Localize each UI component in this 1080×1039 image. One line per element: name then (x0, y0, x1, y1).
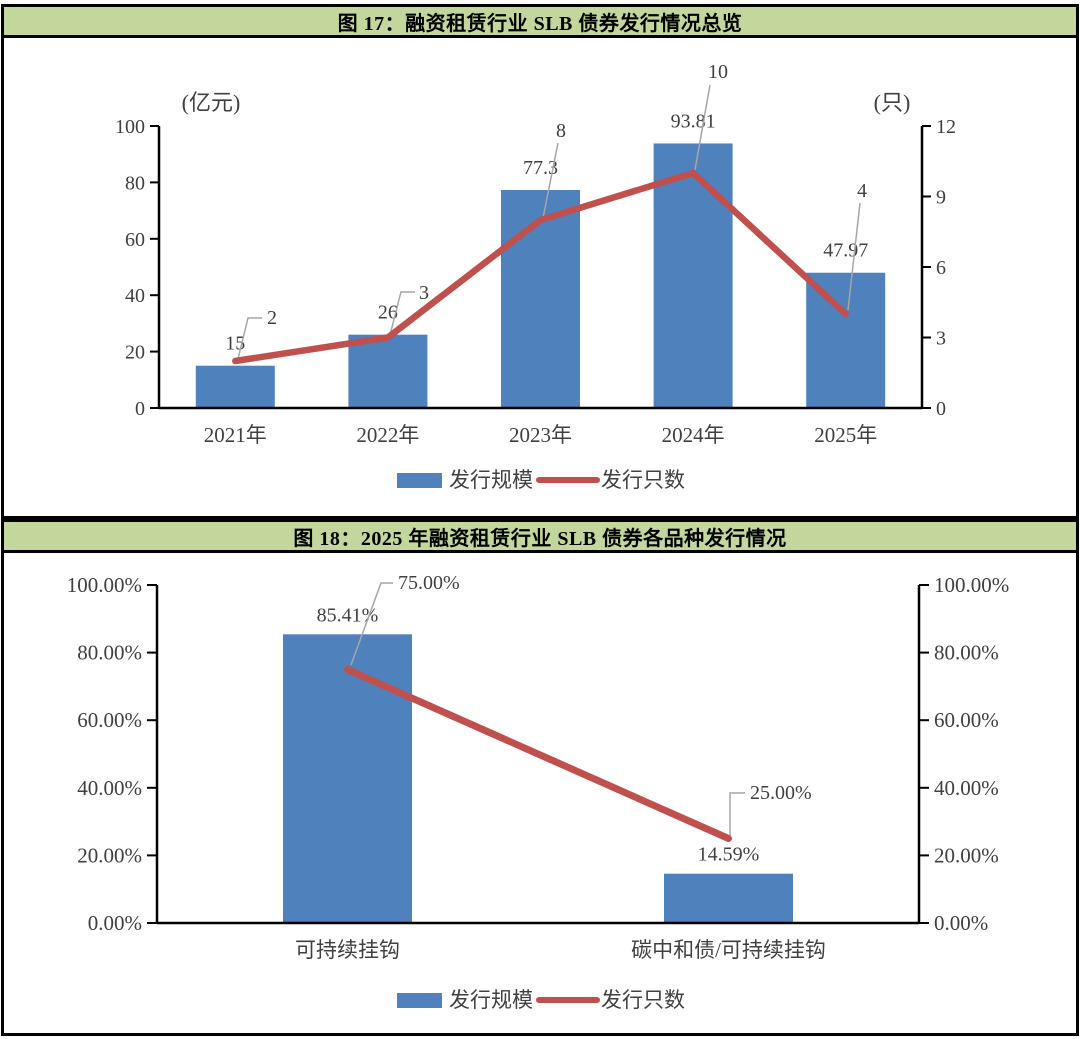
legend-bar-label: 发行规模 (449, 988, 533, 1012)
bar-value-label: 47.97 (823, 240, 868, 262)
category-label: 2022年 (356, 423, 419, 447)
right-axis-unit-label: (只) (874, 90, 911, 115)
right-axis-tick-label: 40.00% (934, 776, 999, 800)
left-axis-tick-label: 0 (135, 398, 145, 420)
left-axis-tick-label: 60.00% (77, 708, 142, 732)
right-axis-tick-label: 6 (936, 257, 946, 279)
right-axis-tick-label: 12 (936, 116, 956, 138)
bar-碳中和债/可持续挂钩 (664, 873, 793, 923)
right-axis-tick-label: 60.00% (934, 708, 999, 732)
callout-leader-line (389, 291, 415, 336)
left-axis-tick-label: 20.00% (77, 843, 142, 867)
figure-17-body: 0 20 40 60 80 100 0 3 6 9 12 (亿元) (只) 15 26 77.3 93.81 47… (4, 38, 1076, 516)
left-axis-tick-label: 20 (125, 342, 145, 364)
bar-value-label: 85.41% (317, 604, 379, 626)
left-axis-tick-label: 0.00% (88, 911, 142, 935)
bar-value-label: 93.81 (671, 110, 716, 132)
bar-2022年 (348, 334, 428, 408)
bar-2024年 (653, 143, 733, 408)
legend-bar-label: 发行规模 (449, 468, 533, 492)
figure-17-title: 图 17：融资租赁行业 SLB 债券发行情况总览 (337, 12, 743, 35)
callout-leader-line (237, 317, 262, 360)
legend-bar-swatch (397, 473, 442, 488)
line-value-label: 75.00% (398, 572, 460, 594)
category-label: 2025年 (814, 423, 877, 447)
left-axis-tick-label: 100.00% (67, 573, 142, 597)
figure-18-body: 0.00% 20.00% 40.00% 60.00% 80.00% 100.00% 0.00… (4, 553, 1076, 1033)
left-axis-tick-label: 60 (125, 229, 145, 251)
line-value-label: 3 (419, 282, 429, 304)
issue-count-line (344, 666, 732, 842)
bar-2025年 (806, 272, 886, 408)
bar-可持续挂钩 (283, 634, 412, 923)
bar-2021年 (195, 365, 275, 408)
line-value-label: 4 (857, 180, 867, 202)
bar-2023年 (501, 190, 580, 408)
category-label: 2024年 (662, 423, 725, 447)
right-axis-tick-label: 0 (936, 398, 946, 420)
left-axis-unit-label: (亿元) (182, 90, 241, 115)
legend-line-label: 发行只数 (601, 988, 685, 1012)
line-value-label: 10 (708, 61, 728, 83)
line-value-label: 8 (556, 120, 566, 142)
right-axis-tick-label: 0.00% (934, 911, 988, 935)
issue-count-line (232, 169, 849, 365)
callout-leader-line (694, 84, 711, 171)
left-axis-tick-label: 40.00% (77, 776, 142, 800)
category-label: 2023年 (509, 423, 572, 447)
left-axis-tick-label: 80 (125, 172, 145, 194)
figure-18-title: 图 18：2025 年融资租赁行业 SLB 债券各品种发行情况 (293, 527, 787, 550)
callout-leader-line (542, 142, 559, 219)
figure-18-panel: 图 18：2025 年融资租赁行业 SLB 债券各品种发行情况 0.00% 20.… (1, 519, 1079, 1036)
right-axis-tick-label: 100.00% (934, 573, 1009, 597)
category-label: 可持续挂钩 (295, 938, 400, 962)
bar-value-label: 14.59% (698, 844, 760, 866)
bar-value-label: 77.3 (523, 157, 558, 179)
left-axis-tick-label: 100 (115, 116, 145, 138)
figure-17-header: 图 17：融资租赁行业 SLB 债券发行情况总览 (4, 7, 1076, 38)
figure-18-combo-chart: 0.00% 20.00% 40.00% 60.00% 80.00% 100.00% 0.00… (67, 572, 1010, 1012)
right-axis-tick-label: 80.00% (934, 641, 999, 665)
legend-bar-swatch (397, 993, 442, 1008)
left-axis-tick-label: 40 (125, 285, 145, 307)
right-axis-tick-label: 9 (936, 187, 946, 209)
callout-leader-line (847, 202, 861, 311)
line-value-label: 25.00% (750, 782, 812, 804)
category-label: 碳中和债/可持续挂钩 (631, 938, 826, 962)
left-axis-tick-label: 80.00% (77, 641, 142, 665)
callout-leader-line (350, 582, 393, 666)
right-axis-tick-label: 20.00% (934, 843, 999, 867)
line-value-label: 2 (267, 307, 277, 329)
bar-value-label: 26 (378, 302, 398, 324)
figure-17-panel: 图 17：融资租赁行业 SLB 债券发行情况总览 0 20 40 60 80 100 0 3 6… (1, 4, 1079, 519)
legend-line-label: 发行只数 (601, 468, 685, 492)
callout-leader-line (729, 792, 745, 838)
right-axis-tick-label: 3 (936, 328, 946, 350)
figure-18-header: 图 18：2025 年融资租赁行业 SLB 债券各品种发行情况 (4, 522, 1076, 553)
category-label: 2021年 (204, 423, 267, 447)
